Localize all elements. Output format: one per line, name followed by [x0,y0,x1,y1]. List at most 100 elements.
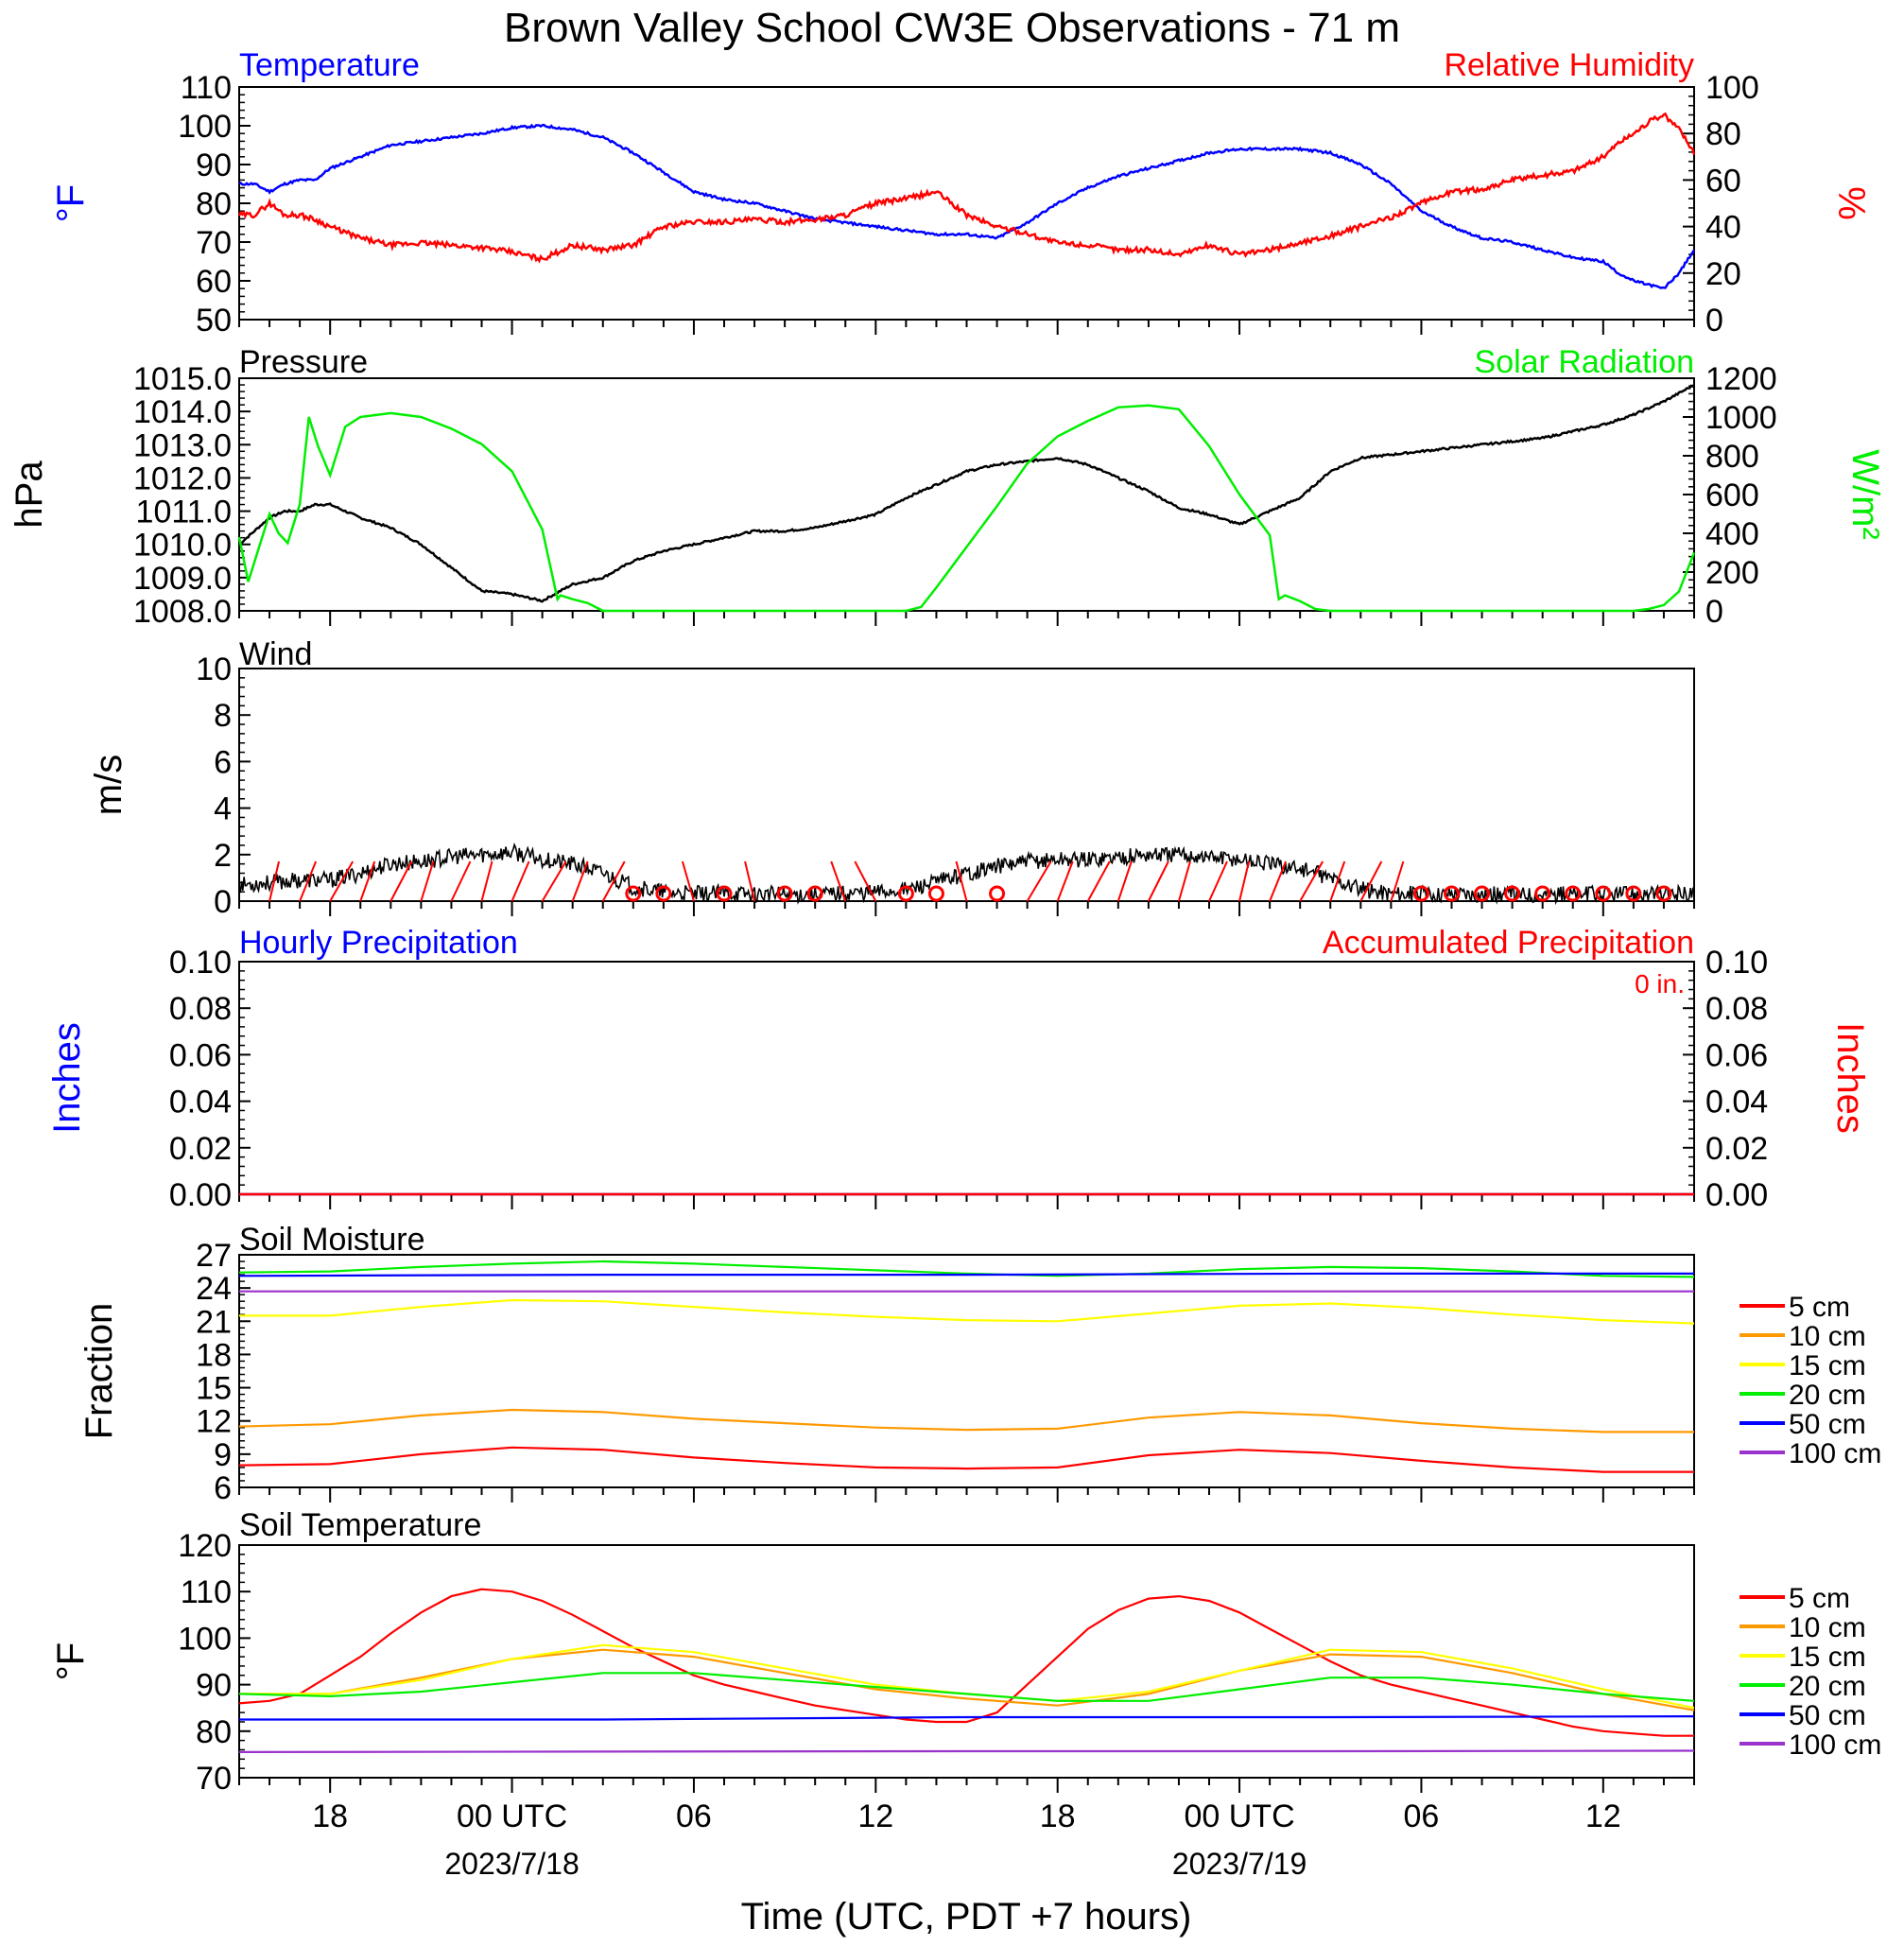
wind-axis-label: m/s [88,755,130,815]
wind-barb [359,860,376,902]
wind-barb [1359,860,1383,902]
legend-label: 50 cm [1789,1409,1866,1440]
calm-wind-marker [1504,885,1521,902]
wind-tick-label: 4 [214,791,232,827]
accum-precip-tick-label: 0.06 [1705,1037,1768,1073]
humidity-tick-label: 20 [1705,256,1741,292]
x-axis-label: Time (UTC, PDT +7 hours) [741,1896,1192,1937]
wind-frame [238,668,1695,902]
temperature-axis-label: °F [50,184,92,222]
calm-wind-marker [1444,885,1460,902]
figure-title: Brown Valley School CW3E Observations - … [504,5,1400,51]
calm-wind-marker [716,885,733,902]
temperature-tick-label: 110 [181,70,232,106]
calm-wind-marker [1625,885,1642,902]
humidity-tick-label: 40 [1705,210,1741,246]
soil-temperature-tick-label: 70 [196,1761,232,1797]
wind-barb [1056,860,1074,902]
calm-wind-marker [1474,885,1491,902]
wind-barb [541,860,567,902]
solar-axis-label: W/m² [1844,449,1886,540]
wind-tick-label: 10 [196,652,232,687]
solar-tick-label: 800 [1705,439,1759,475]
time-tick-label: 00 UTC [457,1798,567,1834]
wind-barb [1147,860,1169,902]
soil-moisture-tick-label: 18 [196,1337,232,1373]
soil-moisture-tick-label: 21 [196,1304,232,1340]
solar-tick-label: 0 [1705,594,1723,630]
wind-barbs [268,860,1672,902]
soil-temperature-title: Soil Temperature [239,1507,481,1543]
calm-wind-marker [806,885,823,902]
date-tick-label: 2023/7/18 [444,1847,579,1881]
temperature-tick-label: 60 [196,264,232,300]
wind-barb [571,860,589,902]
accum-precip-tick-label: 0.10 [1705,945,1768,981]
calm-wind-marker [1565,885,1582,902]
calm-wind-marker [1595,885,1612,902]
soil-temperature-axis-label: °F [50,1642,92,1680]
pressure-solar-panel: Pressure Solar Radiation hPa W/m² 1008.0… [9,344,1886,630]
wind-barb [389,860,413,902]
wind-barb [420,860,435,902]
wind-barb [511,860,530,902]
wind-panel: Wind m/s 0 2 4 6 8 10 [88,636,1695,920]
legend-label: 10 cm [1789,1321,1866,1352]
accum-precip-tick-label: 0.04 [1705,1085,1768,1121]
solar-title: Solar Radiation [1475,344,1694,380]
precipitation-ticks [238,961,1695,1209]
series-line-5cm [238,1446,1694,1473]
calm-wind-marker [927,885,944,902]
soil-moisture-tick-label: 12 [196,1404,232,1440]
pressure-tick-label: 1015.0 [133,361,232,397]
time-tick-label: 12 [857,1798,893,1834]
wind-barb [1238,860,1251,902]
soil-moisture-axis-label: Fraction [78,1303,120,1440]
wind-barb [1299,860,1324,902]
soil-moisture-tick-label: 6 [214,1470,232,1506]
pressure-tick-label: 1008.0 [133,594,232,630]
legend-label: 100 cm [1789,1729,1881,1761]
calm-wind-marker [1412,885,1429,902]
humidity-title: Relative Humidity [1444,47,1694,83]
wind-tick-label: 6 [214,744,232,780]
wind-barb [268,860,281,902]
soil-moisture-lines [238,1260,1695,1473]
wind-barb [1177,860,1191,902]
soil-moisture-tick-label: 27 [196,1238,232,1274]
humidity-axis-label: % [1830,186,1872,220]
pressure-title: Pressure [239,344,368,380]
time-tick-label: 12 [1585,1798,1621,1834]
wind-barb [480,860,493,902]
series-line-5cm [238,1588,1694,1737]
wind-barb [681,860,695,902]
wind-barb [329,860,355,902]
legend-label: 50 cm [1789,1700,1866,1731]
humidity-tick-label: 60 [1705,163,1741,199]
humidity-tick-label: 80 [1705,116,1741,152]
soil-temperature-ticks [238,1544,1695,1793]
soil-temperature-panel: Soil Temperature °F 70 80 90 100 110 120 5 cm… [50,1507,1881,1881]
pressure-solar-ticks [238,377,1695,626]
time-tick-label: 00 UTC [1184,1798,1294,1834]
wind-title: Wind [239,636,312,672]
time-tick-label: 18 [1040,1798,1076,1834]
series-line-20cm [238,1672,1695,1702]
wind-barb [955,860,968,902]
wind-barb [299,860,318,902]
accum-precip-axis-label: Inches [1829,1022,1871,1134]
pressure-tick-label: 1010.0 [133,528,232,564]
pressure-solar-frame [238,377,1695,612]
wind-barb [1026,860,1052,902]
legend-label: 5 cm [1789,1583,1850,1614]
soil-moisture-ticks [238,1254,1695,1503]
pressure-tick-label: 1013.0 [133,427,232,463]
pressure-tick-label: 1014.0 [133,394,232,430]
accum-precip-title: Accumulated Precipitation [1323,925,1694,961]
time-tick-label: 06 [676,1798,712,1834]
